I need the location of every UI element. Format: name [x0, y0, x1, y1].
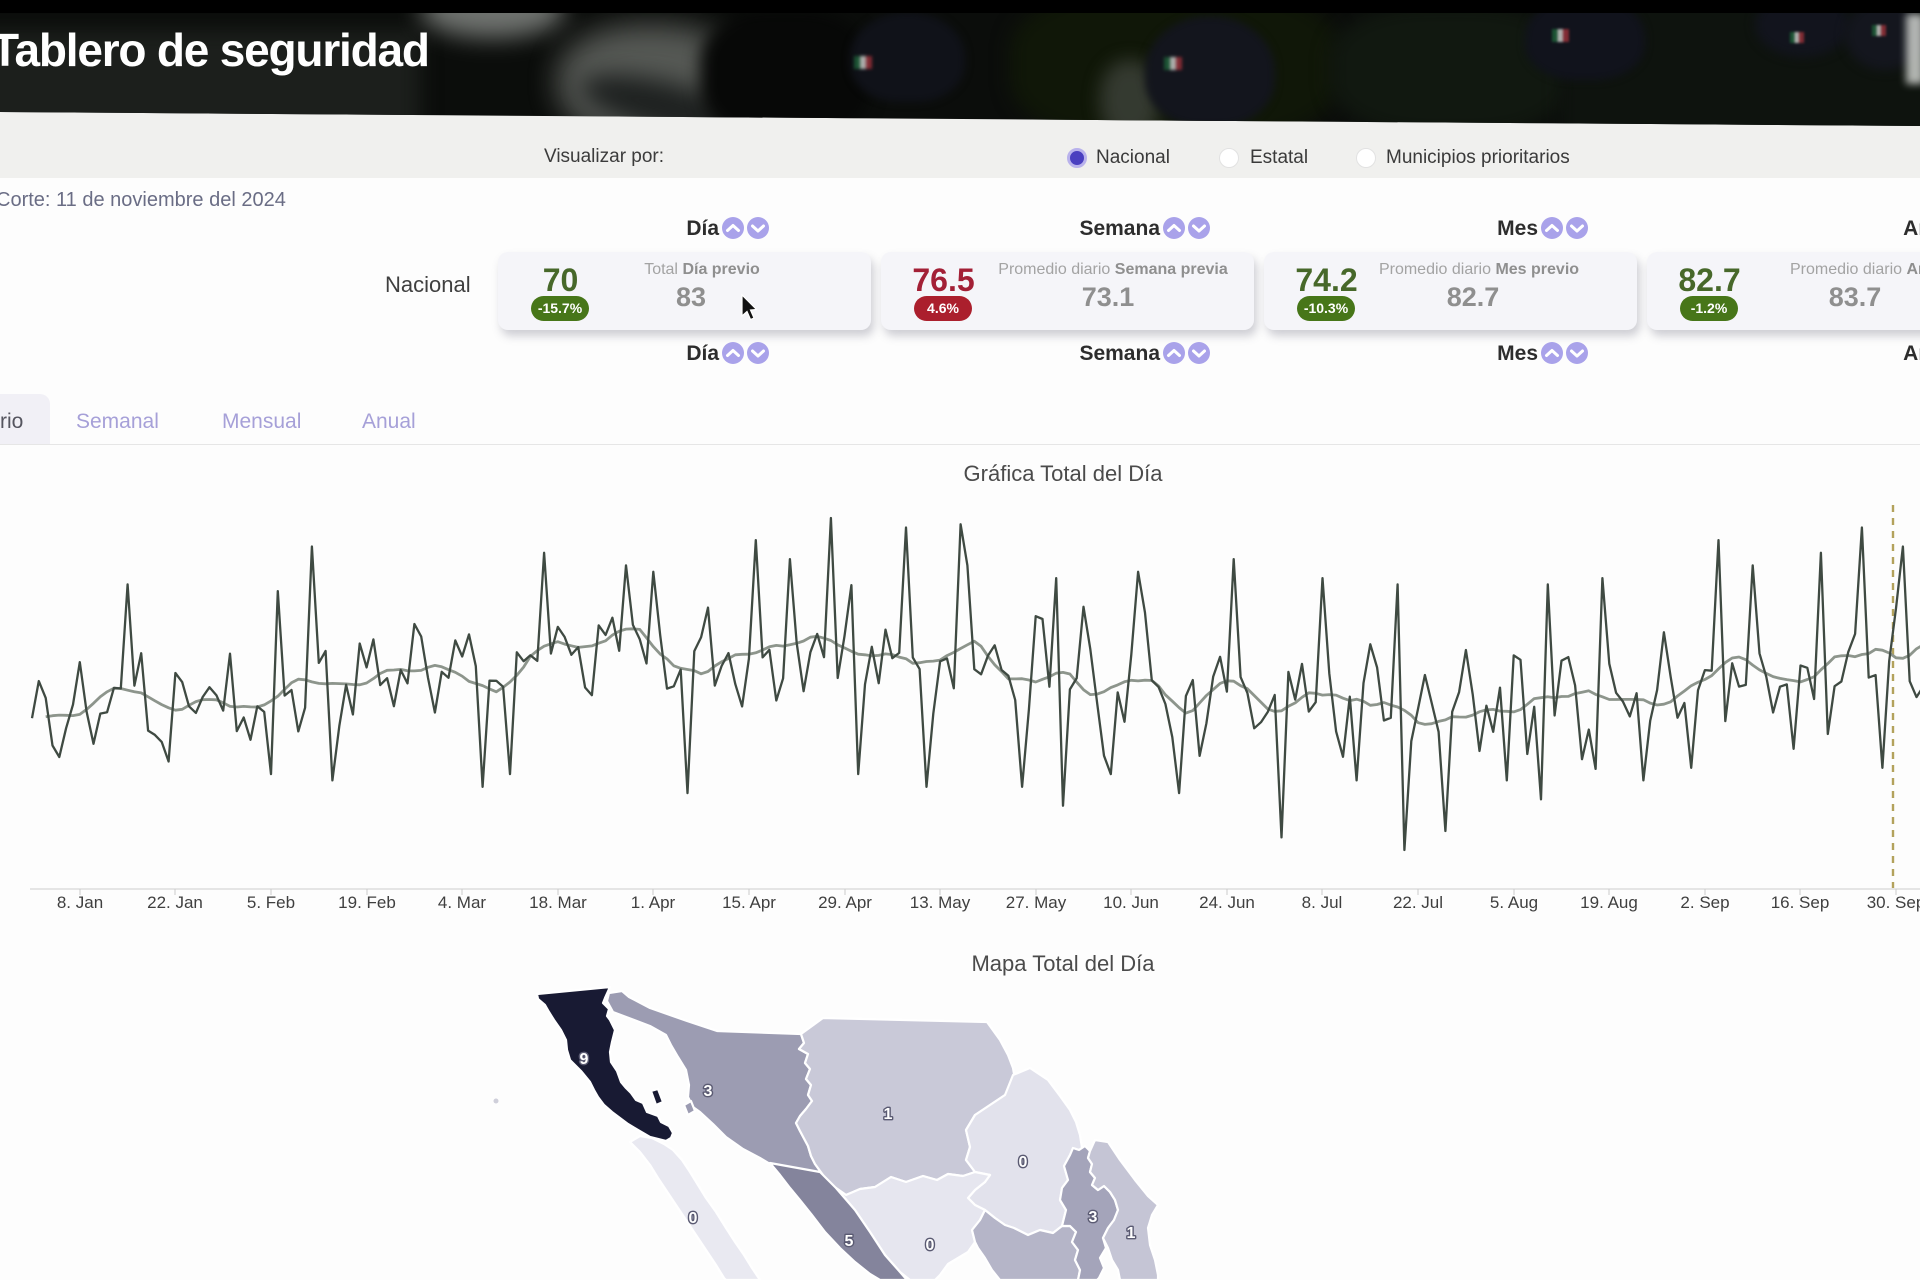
svg-text:30. Sep: 30. Sep — [1867, 893, 1920, 912]
svg-text:29. Apr: 29. Apr — [818, 893, 872, 912]
svg-text:24. Jun: 24. Jun — [1199, 893, 1255, 912]
svg-text:10. Jun: 10. Jun — [1103, 893, 1159, 912]
svg-text:19. Aug: 19. Aug — [1580, 893, 1638, 912]
svg-text:0: 0 — [926, 1237, 935, 1254]
svg-text:15. Apr: 15. Apr — [722, 893, 776, 912]
svg-text:8. Jan: 8. Jan — [57, 893, 103, 912]
svg-text:9: 9 — [580, 1051, 589, 1068]
svg-text:13. May: 13. May — [910, 893, 971, 912]
svg-text:4. Mar: 4. Mar — [438, 893, 487, 912]
svg-text:3: 3 — [704, 1083, 713, 1100]
svg-text:8. Jul: 8. Jul — [1302, 893, 1343, 912]
svg-text:19. Feb: 19. Feb — [338, 893, 396, 912]
svg-text:1: 1 — [1127, 1225, 1136, 1242]
svg-text:18. Mar: 18. Mar — [529, 893, 587, 912]
svg-text:1: 1 — [884, 1106, 893, 1123]
svg-text:22. Jan: 22. Jan — [147, 893, 203, 912]
svg-text:5: 5 — [845, 1233, 854, 1250]
svg-text:5. Feb: 5. Feb — [247, 893, 295, 912]
svg-text:22. Jul: 22. Jul — [1393, 893, 1443, 912]
svg-text:5. Aug: 5. Aug — [1490, 893, 1538, 912]
svg-text:2. Sep: 2. Sep — [1680, 893, 1729, 912]
svg-text:0: 0 — [1019, 1154, 1028, 1171]
svg-text:0: 0 — [689, 1210, 698, 1227]
svg-text:16. Sep: 16. Sep — [1771, 893, 1830, 912]
svg-text:27. May: 27. May — [1006, 893, 1067, 912]
svg-text:1. Apr: 1. Apr — [631, 893, 676, 912]
svg-text:3: 3 — [1089, 1209, 1098, 1226]
